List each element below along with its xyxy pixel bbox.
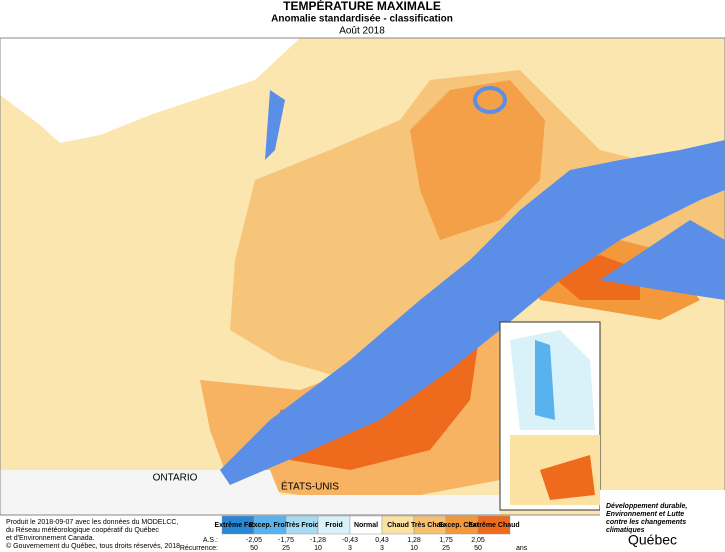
as-value: 1,75 xyxy=(439,537,453,544)
recurrence-value: 25 xyxy=(442,545,450,552)
legend-class: Chaud xyxy=(387,522,409,529)
legend-class: Excep. Chaud xyxy=(439,522,485,529)
logo-box xyxy=(600,490,725,552)
recurrence-value: 25 xyxy=(282,545,290,552)
inset-very-cold xyxy=(535,340,555,420)
date: Août 2018 xyxy=(339,26,385,37)
very-warm-zone xyxy=(410,80,545,240)
legend-swatch xyxy=(477,515,511,535)
credits: Produit le 2018-09-07 avec les données d… xyxy=(6,519,180,550)
recurrence-value: 50 xyxy=(250,545,258,552)
ministry-line: Environnement et Lutte xyxy=(606,511,684,518)
lake xyxy=(265,90,285,160)
legend-class: Excep. Froid xyxy=(249,522,291,529)
recurrence-value: 3 xyxy=(380,545,384,552)
credit-line: du Réseau météorologique coopératif du Q… xyxy=(6,527,159,534)
logo: Développement durable,Environnement et L… xyxy=(606,503,687,548)
st-lawrence xyxy=(220,140,725,485)
gulf xyxy=(600,220,725,300)
as-value: 1,28 xyxy=(407,537,421,544)
copyright: © Gouvernement du Québec, tous droits ré… xyxy=(6,542,180,550)
recurrence-value: 10 xyxy=(410,545,418,552)
recurrence-unit: ans xyxy=(516,545,528,552)
as-value: 2,05 xyxy=(471,537,485,544)
ministry-line: climatiques xyxy=(606,527,645,534)
map-frame xyxy=(0,37,725,516)
title: TEMPÉRATURE MAXIMALE xyxy=(283,0,441,13)
as-value: -1,75 xyxy=(278,537,294,544)
legend-class: Normal xyxy=(354,522,378,529)
inset-cold xyxy=(510,330,595,430)
subtitle: Anomalie standardisée - classification xyxy=(271,14,453,25)
legend-class: Très Chaud xyxy=(411,522,449,529)
recurrence-label: Récurrence: xyxy=(180,545,218,552)
map: ONTARIO ÉTATS-UNIS xyxy=(0,37,725,552)
recurrence-value: 50 xyxy=(474,545,482,552)
recurrence-value: 3 xyxy=(348,545,352,552)
credit-line: Produit le 2018-09-07 avec les données d… xyxy=(6,519,178,526)
ministry-line: Développement durable, xyxy=(606,503,687,510)
neighbouring-area xyxy=(0,470,500,515)
credit-line: et d'Environnement Canada. xyxy=(6,535,95,542)
legend-class: Extrême Froid xyxy=(214,522,261,529)
recurrence-value: 10 xyxy=(314,545,322,552)
legend-class: Très Froid xyxy=(285,522,319,529)
as-value: 0,43 xyxy=(375,537,389,544)
ministry-line: contre les changements xyxy=(606,519,686,526)
outside-area xyxy=(0,38,300,143)
logo-name: Québec xyxy=(628,532,677,548)
usa-label: ÉTATS-UNIS xyxy=(281,480,339,493)
legend-class: Froid xyxy=(325,522,343,529)
reservoir xyxy=(473,86,507,114)
as-value: -0,43 xyxy=(342,537,358,544)
inset-hot xyxy=(540,455,595,500)
legend-class: Extrême Chaud xyxy=(468,522,519,529)
ontario-label: ONTARIO xyxy=(153,473,198,484)
as-label: A.S.: xyxy=(203,537,218,544)
as-value: -1,28 xyxy=(310,537,326,544)
as-value: -2,05 xyxy=(246,537,262,544)
